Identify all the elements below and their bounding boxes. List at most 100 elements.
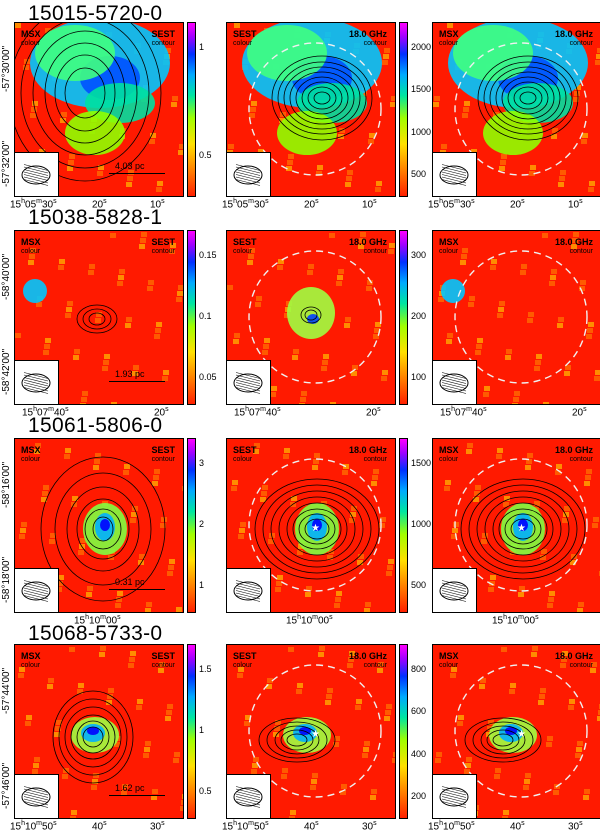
noise-pixel	[490, 575, 496, 580]
noise-pixel	[231, 486, 237, 491]
noise-pixel	[111, 402, 117, 404]
map-panel: MSX colour SEST contour 0.31 pc	[14, 438, 184, 613]
noise-pixel	[128, 170, 134, 175]
noise-pixel	[395, 297, 396, 302]
label-contour-source: 18.0 GHz	[348, 29, 387, 39]
contour-line	[307, 86, 337, 110]
noise-pixel	[73, 355, 79, 360]
noise-pixel	[345, 182, 351, 187]
contour-line	[304, 309, 318, 321]
beam-hatch	[235, 176, 261, 184]
noise-pixel	[337, 275, 343, 280]
contour-line	[489, 66, 567, 130]
noise-pixel	[483, 392, 489, 397]
noise-pixel	[275, 587, 281, 592]
noise-pixel	[162, 376, 168, 381]
noise-pixel	[256, 296, 262, 301]
map-panel: MSX colour SEST contour 4.03 pc	[14, 22, 184, 197]
primary-beam-circle	[454, 250, 588, 384]
primary-beam-circle	[248, 250, 382, 384]
label-contour-word: contour	[363, 456, 387, 463]
noise-pixel	[543, 402, 549, 404]
contour-line	[300, 306, 322, 324]
noise-pixel	[251, 101, 257, 106]
noise-pixel	[596, 54, 600, 59]
noise-pixel	[271, 386, 277, 391]
label-contour-word: contour	[151, 456, 175, 463]
noise-pixel	[299, 403, 305, 404]
colour-bar-tick: 1500	[411, 84, 432, 95]
noise-pixel	[352, 365, 358, 370]
noise-pixel	[477, 338, 483, 343]
noise-pixel	[583, 795, 589, 800]
contour-line	[313, 91, 331, 105]
noise-pixel	[590, 668, 596, 673]
noise-pixel	[154, 334, 160, 339]
noise-pixel	[597, 48, 600, 53]
noise-pixel	[336, 591, 342, 596]
contour-line	[82, 726, 104, 748]
noise-pixel	[165, 48, 171, 53]
noise-pixel	[95, 453, 101, 458]
beam-hatch	[23, 587, 49, 595]
label-contour-word: contour	[151, 662, 175, 669]
label-colour-source: MSX	[21, 237, 41, 247]
ra-tick-label: 15h10m00s	[286, 614, 333, 627]
noise-pixel	[286, 166, 292, 171]
noise-pixel	[366, 286, 372, 291]
noise-pixel	[144, 747, 150, 752]
noise-pixel	[518, 592, 524, 597]
beam-hatch	[23, 374, 49, 382]
noise-pixel	[536, 354, 542, 359]
contour-line	[519, 91, 537, 105]
noise-pixel	[550, 275, 556, 280]
noise-pixel	[534, 366, 540, 371]
noise-pixel	[69, 647, 75, 652]
contour-line	[295, 76, 349, 120]
beam-outline	[439, 787, 469, 807]
noise-pixel	[179, 144, 183, 149]
noise-pixel	[102, 366, 108, 371]
beam-hatch	[441, 169, 467, 176]
map-panel: SEST colour 18.0 GHz contour	[226, 230, 396, 405]
noise-pixel	[334, 736, 340, 741]
contour-line	[464, 717, 542, 763]
noise-pixel	[370, 795, 376, 800]
noise-pixel	[375, 322, 381, 327]
noise-pixel	[450, 673, 456, 678]
map-image	[15, 645, 183, 818]
noise-pixel	[491, 259, 497, 264]
noise-pixel	[254, 443, 260, 448]
primary-beam-circle	[454, 42, 588, 176]
noise-pixel	[263, 344, 269, 349]
noise-pixel	[234, 23, 240, 28]
colour-bar-tick: 200	[411, 791, 427, 802]
scale-bar	[109, 381, 165, 382]
dec-tick-label: -58°16'00"	[1, 461, 12, 508]
noise-pixel	[526, 459, 532, 464]
contour-line	[76, 498, 130, 560]
beam-hatch	[235, 387, 261, 394]
noise-pixel	[296, 689, 302, 694]
noise-pixel	[384, 48, 390, 53]
beam-hatch	[441, 166, 467, 174]
noise-pixel	[234, 333, 240, 338]
noise-pixel	[318, 652, 324, 657]
noise-pixel	[495, 768, 501, 773]
noise-pixel	[376, 181, 382, 186]
noise-pixel	[161, 517, 167, 522]
contour-line	[76, 304, 118, 334]
noise-pixel	[139, 244, 145, 249]
noise-pixel	[282, 768, 288, 773]
beam-hatch	[23, 169, 49, 176]
noise-pixel	[345, 317, 351, 322]
noise-pixel	[378, 662, 384, 667]
beam-ellipse	[233, 164, 263, 186]
label-colour-source: MSX	[439, 237, 459, 247]
beam-hatch	[235, 164, 261, 171]
beam-ellipse-box	[15, 152, 59, 196]
noise-pixel	[499, 301, 505, 306]
noise-pixel	[453, 522, 459, 527]
contour-line	[501, 76, 555, 120]
emission-blob	[483, 111, 543, 155]
